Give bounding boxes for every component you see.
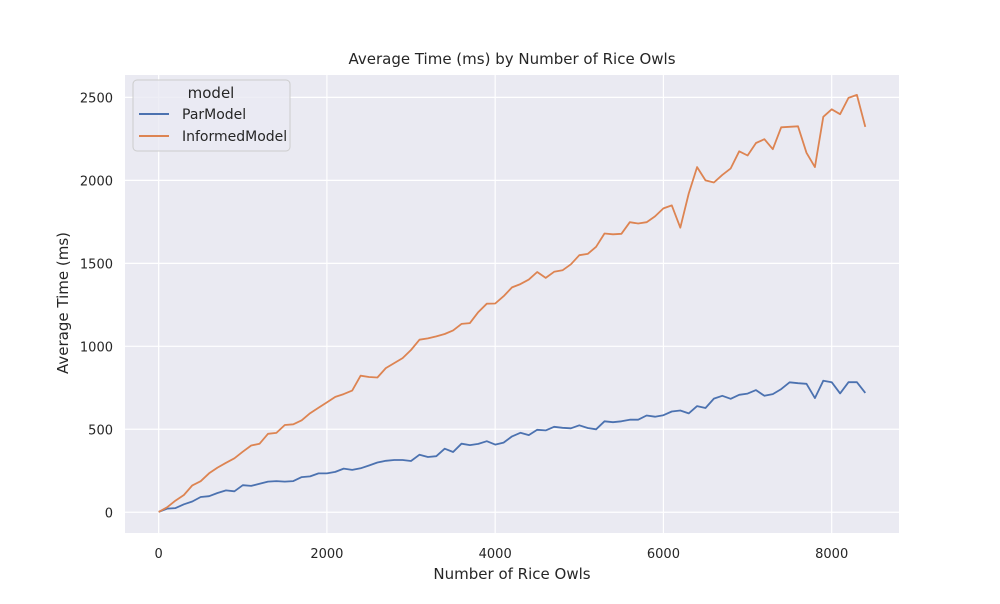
x-tick-label: 4000 [479,547,512,562]
series-lines [158,94,867,513]
x-tick-label: 6000 [647,547,680,562]
y-tick-label: 500 [88,423,113,438]
chart-title: Average Time (ms) by Number of Rice Owls [348,50,675,68]
legend-box [132,79,291,152]
legend-title: model [188,84,235,102]
legend-label-informedmodel: InformedModel [182,129,287,145]
legend: model ParModel InformedModel [132,79,291,152]
y-tick-label: 1500 [80,257,113,272]
y-tick-label: 1000 [80,340,113,355]
legend-label-parmodel: ParModel [182,107,246,123]
series-line-informedmodel [158,94,867,513]
y-axis-label: Average Time (ms) [54,232,72,374]
x-tick-label: 2000 [310,547,343,562]
series-line-parmodel [158,379,867,513]
y-tick-label: 2000 [80,174,113,189]
x-tick-label: 8000 [815,547,848,562]
tick-labels: 0 2000 4000 6000 8000 0 500 1000 1500 2000 2500 [80,91,848,562]
x-tick-label: 0 [155,547,163,562]
y-tick-label: 0 [105,506,113,521]
x-axis-label: Number of Rice Owls [433,565,590,583]
y-tick-label: 2500 [80,91,113,106]
